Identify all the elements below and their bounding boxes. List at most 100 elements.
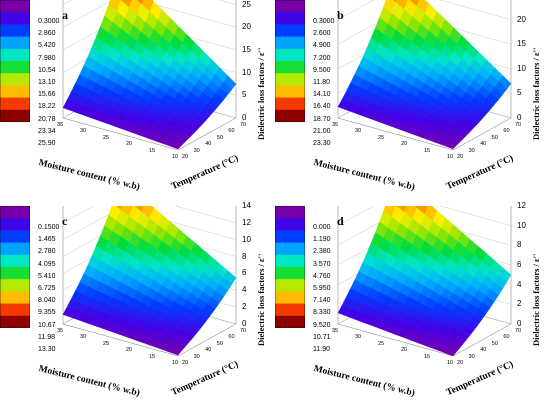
temperature-tick-label: 30: [193, 147, 200, 154]
temperature-tick-label: 30: [193, 353, 200, 360]
z-tick-label: 8: [242, 251, 247, 261]
colorbar-band: [275, 267, 305, 280]
colorbar-band: [0, 0, 30, 13]
temperature-tick-label: 40: [205, 141, 212, 148]
colorbar-tick-label: 9.520: [313, 321, 331, 329]
colorbar-band: [275, 12, 305, 25]
colorbar-band: [275, 61, 305, 74]
colorbar-band: [0, 61, 30, 74]
colorbar-tick-label: 4.900: [313, 42, 331, 50]
colorbar-band: [275, 24, 305, 38]
colorbar-tick-label: 10.71: [313, 333, 331, 341]
colorbar-tick-label: 0.3000: [313, 18, 335, 25]
chart-panel-a: 0.3000 2.860 5.420 7.980 10.54 13.10 15.66 18.2…: [0, 0, 275, 206]
moisture-tick-label: 30: [355, 128, 362, 135]
colorbar-tick-label: 2.780: [38, 248, 56, 256]
colorbar-band: [0, 303, 30, 317]
surface: [337, 0, 512, 150]
colorbar-tick-label: 13.10: [38, 79, 56, 86]
surface-plot-svg: [337, 0, 512, 151]
colorbar-ticks: 0.3000 2.860 5.420 7.980 10.54 13.10 15.66 18.2…: [38, 18, 72, 148]
colorbar-tick-label: 0.1500: [38, 224, 60, 231]
colorbar-band: [0, 218, 30, 231]
temperature-tick-label: 50: [216, 134, 223, 141]
z-axis-label: Dielectric loss factors / ε'': [531, 253, 541, 346]
colorbar-tick-label: 0.3000: [38, 18, 60, 25]
moisture-tick-label: 30: [80, 334, 87, 341]
colorbar-band: [275, 48, 305, 62]
colorbar: [0, 206, 30, 328]
surface-plot-svg: [62, 206, 237, 357]
colorbar-band: [275, 303, 305, 317]
colorbar-tick-label: 11.80: [313, 79, 330, 86]
surface-cell: [136, 0, 144, 5]
z-axis-label: Dielectric loss factors / ε'': [256, 253, 266, 346]
moisture-tick-label: 20: [401, 347, 408, 354]
chart-panel-b: 0.3000 2.600 4.900 7.200 9.500 11.80 14.10 16.4…: [275, 0, 550, 206]
surface-cell: [115, 206, 123, 211]
surface-cell: [169, 141, 183, 150]
colorbar-tick-label: 5.950: [313, 285, 331, 292]
z-tick-label: 5: [517, 88, 522, 98]
surface-plot-svg: [337, 206, 512, 357]
z-tick-label: 12: [242, 217, 251, 227]
colorbar-tick-label: 7.200: [313, 54, 331, 62]
colorbar-ticks: 0.1500 1.465 2.780 4.095 5.410 6.725 8.040 9.35…: [38, 224, 72, 354]
z-tick-label: 10: [517, 63, 526, 73]
colorbar-band: [0, 291, 30, 305]
colorbar-band: [0, 267, 30, 280]
moisture-tick-label: 35: [332, 328, 339, 334]
colorbar-tick-label: 2.600: [313, 30, 331, 38]
temperature-tick-label: 70: [515, 328, 522, 334]
colorbar: [0, 0, 30, 122]
colorbar-band: [275, 254, 305, 268]
colorbar-tick-label: 11.90: [313, 346, 330, 353]
panel-letter: a: [62, 8, 68, 22]
colorbar-tick-label: 11.98: [38, 333, 55, 341]
colorbar-band: [0, 279, 30, 292]
colorbar-tick-label: 23.30: [313, 140, 331, 147]
moisture-tick-label: 15: [424, 147, 431, 154]
colorbar-band: [275, 0, 305, 13]
colorbar-tick-label: 13.30: [38, 346, 56, 353]
colorbar-band: [0, 36, 30, 50]
colorbar-band: [275, 109, 305, 122]
z-tick-label: 10: [242, 67, 251, 77]
z-axis-label: Dielectric loss factors / ε'': [531, 47, 541, 140]
colorbar-tick-label: 2.860: [38, 30, 56, 38]
colorbar-band: [275, 206, 305, 219]
colorbar: [275, 0, 305, 122]
moisture-tick-label: 25: [378, 340, 385, 347]
colorbar-band: [0, 48, 30, 62]
z-tick-label: 14: [242, 201, 251, 210]
z-tick-label: 0: [242, 319, 247, 328]
moisture-tick-label: 35: [57, 328, 64, 334]
colorbar-tick-label: 7.980: [38, 54, 56, 62]
colorbar-ticks: 0.000 1.190 2.380 3.570 4.760 5.950 7.140 8.330…: [313, 224, 347, 354]
z-tick-label: 20: [517, 14, 526, 24]
colorbar-tick-label: 10.54: [38, 66, 56, 74]
z-tick-label: 6: [517, 260, 522, 269]
moisture-tick-label: 10: [447, 154, 454, 160]
colorbar-tick-label: 25.90: [38, 140, 56, 147]
colorbar-band: [275, 315, 305, 328]
z-tick-label: 2: [242, 302, 247, 312]
temperature-tick-label: 70: [240, 122, 247, 128]
moisture-tick-label: 35: [332, 122, 339, 128]
z-tick-label: 6: [242, 268, 247, 278]
moisture-tick-label: 30: [355, 334, 362, 341]
surface-cell: [444, 141, 458, 150]
surface: [62, 0, 237, 150]
surface-cell: [169, 346, 183, 356]
moisture-tick-label: 10: [172, 154, 179, 160]
surface: [62, 206, 237, 356]
colorbar-tick-label: 8.040: [38, 297, 56, 305]
colorbar-band: [275, 230, 305, 244]
colorbar-tick-label: 9.355: [38, 309, 56, 317]
colorbar-tick-label: 14.10: [313, 91, 331, 99]
temperature-tick-label: 30: [468, 353, 475, 360]
colorbar-band: [0, 12, 30, 25]
colorbar-band: [0, 24, 30, 38]
colorbar-band: [275, 85, 305, 99]
colorbar-tick-label: 23.34: [38, 127, 56, 135]
